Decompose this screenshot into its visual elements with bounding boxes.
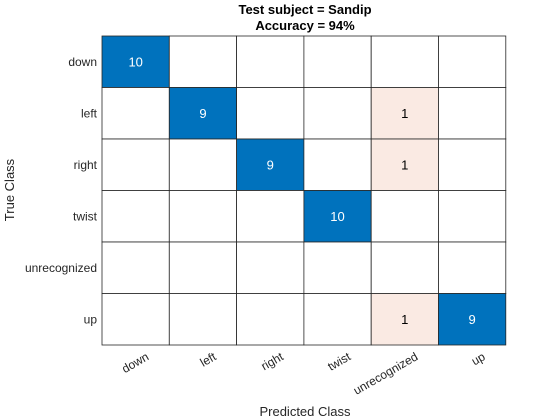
y-tick-right: right — [74, 158, 98, 172]
matrix-cell-twist-unrecognized — [370, 190, 439, 243]
matrix-cell-down-right — [236, 35, 305, 88]
x-tick-twist: twist — [325, 349, 353, 373]
x-tick-down: down — [119, 349, 151, 375]
matrix-cell-up-down — [101, 293, 170, 346]
x-tick-left: left — [198, 349, 219, 369]
matrix-cell-twist-up — [438, 190, 507, 243]
cell-value-down-down: 10 — [128, 54, 142, 69]
matrix-cell-twist-down — [101, 190, 170, 243]
x-axis-label: Predicted Class — [259, 404, 351, 419]
matrix-cell-left-left — [168, 87, 238, 140]
y-tick-labels: down left right twist unrecognized up — [25, 55, 98, 326]
x-tick-right: right — [259, 349, 287, 373]
cell-value-right-unrecognized: 1 — [401, 157, 408, 172]
matrix-cell-left-right — [236, 87, 305, 140]
cell-value-up-unrecognized: 1 — [401, 312, 408, 327]
matrix-cell-down-twist — [303, 35, 372, 88]
matrix-cell-unrecognized-twist — [303, 241, 372, 294]
matrix-cell-twist-twist — [303, 190, 372, 243]
cell-value-twist-twist: 10 — [330, 209, 344, 224]
y-axis-label: True Class — [2, 158, 17, 221]
matrix-cell-right-left — [168, 138, 238, 191]
x-tick-unrecognized: unrecognized — [351, 349, 420, 397]
cell-value-left-left: 9 — [199, 106, 206, 121]
y-tick-up: up — [84, 312, 98, 326]
matrix-cell-left-unrecognized — [370, 87, 439, 140]
cell-value-up-up: 9 — [468, 312, 475, 327]
matrix-cell-right-unrecognized — [370, 138, 439, 191]
matrix-cell-right-right — [236, 138, 305, 191]
matrix-cell-unrecognized-unrecognized — [370, 241, 439, 294]
matrix-cell-up-left — [168, 293, 238, 346]
cell-value-right-right: 9 — [267, 157, 274, 172]
chart-title: Test subject = Sandip — [238, 2, 371, 17]
chart-subtitle: Accuracy = 94% — [255, 18, 355, 33]
matrix-cell-twist-right — [236, 190, 305, 243]
y-tick-twist: twist — [73, 209, 98, 223]
matrix-cell-left-up — [438, 87, 507, 140]
matrix-cell-left-down — [101, 87, 170, 140]
cell-value-left-unrecognized: 1 — [401, 106, 408, 121]
matrix-cell-down-unrecognized — [370, 35, 439, 88]
matrix-cell-up-unrecognized — [370, 293, 439, 346]
y-tick-left: left — [81, 106, 98, 120]
matrix-cell-up-right — [236, 293, 305, 346]
x-tick-up: up — [469, 349, 488, 368]
matrix-cell-up-twist — [303, 293, 372, 346]
matrix-cell-right-up — [438, 138, 507, 191]
matrix-cell-right-twist — [303, 138, 372, 191]
matrix-cell-unrecognized-right — [236, 241, 305, 294]
y-tick-unrecognized: unrecognized — [25, 261, 97, 275]
matrix-cell-down-down — [101, 35, 170, 88]
matrix-cell-left-twist — [303, 87, 372, 140]
matrix-cell-unrecognized-up — [438, 241, 507, 294]
matrix-cell-unrecognized-down — [101, 241, 170, 294]
matrix-cell-down-up — [438, 35, 507, 88]
matrix-cell-right-down — [101, 138, 170, 191]
matrix-cell-down-left — [168, 35, 238, 88]
y-tick-down: down — [68, 55, 97, 69]
matrix-cell-twist-left — [168, 190, 238, 243]
matrix-cell-up-up — [438, 293, 507, 346]
matrix-cell-unrecognized-left — [168, 241, 238, 294]
